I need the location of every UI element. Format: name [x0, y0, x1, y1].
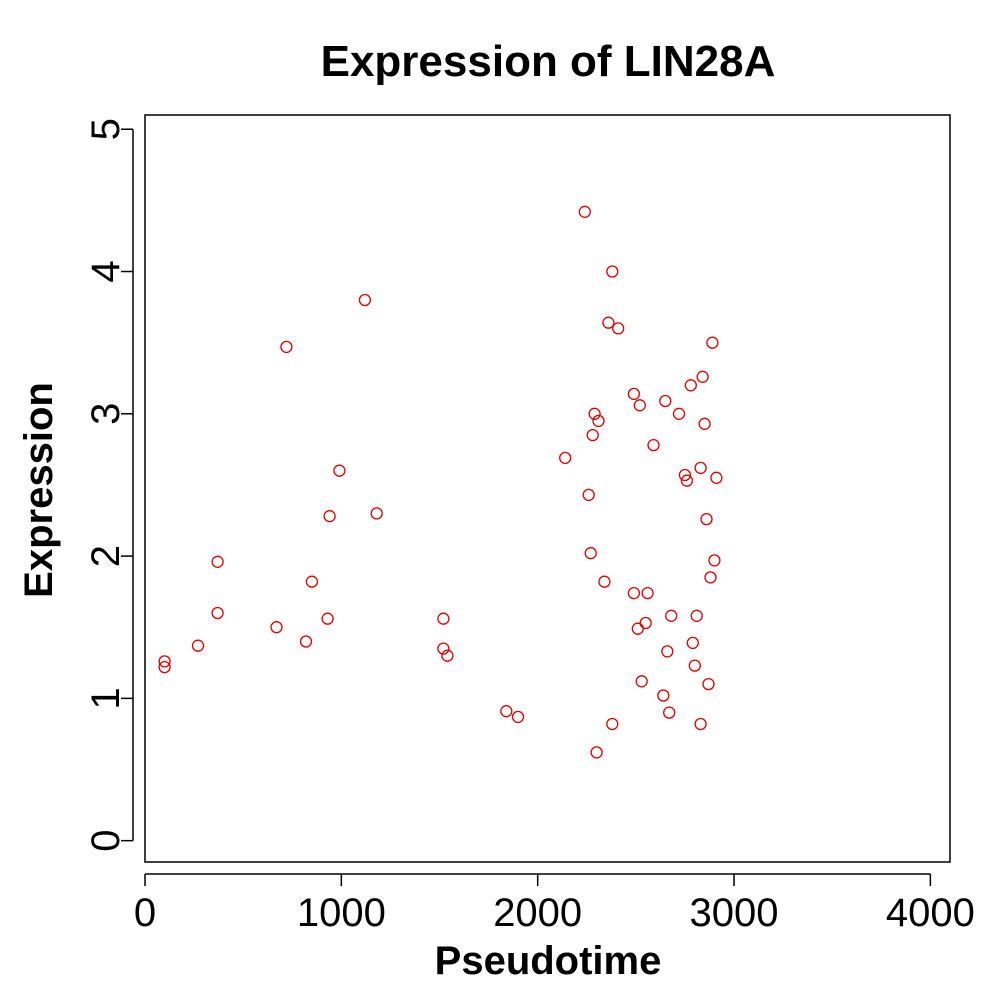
data-point: [631, 622, 644, 635]
data-point: [606, 265, 619, 278]
x-tick-label: 3000: [690, 891, 779, 935]
data-point: [659, 394, 672, 408]
points-layer: [158, 205, 723, 759]
data-point: [321, 612, 334, 625]
y-axis-label: Expression: [17, 382, 61, 598]
data-point: [158, 660, 171, 674]
plot-frame: [144, 114, 951, 863]
data-point: [191, 639, 205, 652]
y-tick-label: 0: [84, 830, 128, 852]
x-tick-label: 2000: [493, 891, 582, 935]
data-point: [657, 689, 670, 702]
data-point: [437, 612, 450, 625]
data-point: [358, 293, 372, 307]
data-point: [680, 474, 694, 487]
data-point: [663, 706, 676, 719]
data-point: [688, 659, 701, 672]
data-point: [647, 438, 660, 452]
x-axis-label: Pseudotime: [435, 939, 662, 983]
data-point: [158, 655, 171, 668]
data-point: [211, 555, 224, 568]
data-point: [665, 609, 678, 622]
data-point: [704, 571, 717, 584]
data-point: [441, 649, 454, 662]
data-point: [333, 464, 346, 477]
data-point: [590, 746, 603, 759]
x-tick-label: 0: [134, 891, 156, 935]
data-point: [598, 575, 611, 588]
data-point: [702, 677, 715, 691]
y-axis: 0 1 2 3 4 5: [84, 118, 134, 852]
y-tick-label: 1: [84, 687, 128, 709]
data-point: [592, 414, 605, 428]
data-point: [694, 717, 707, 731]
data-point: [612, 322, 625, 335]
data-point: [708, 554, 721, 567]
data-point: [641, 586, 654, 600]
data-point: [305, 575, 319, 588]
data-point: [578, 205, 591, 218]
data-point: [698, 417, 711, 430]
data-point: [500, 705, 513, 718]
data-point: [696, 370, 709, 383]
data-point: [323, 510, 336, 523]
data-point: [633, 399, 646, 412]
data-point: [299, 635, 313, 648]
data-point: [586, 428, 599, 442]
data-point: [678, 468, 692, 482]
data-point: [700, 512, 713, 526]
data-point: [627, 387, 641, 401]
y-tick-label: 3: [84, 403, 128, 425]
data-point: [606, 717, 619, 731]
data-point: [661, 645, 674, 658]
data-point: [602, 316, 615, 329]
x-tick-label: 1000: [297, 891, 386, 935]
y-tick-label: 2: [84, 545, 128, 567]
data-point: [370, 507, 383, 520]
data-point: [690, 609, 703, 622]
data-point: [710, 471, 723, 484]
data-point: [211, 606, 224, 620]
data-point: [639, 616, 652, 630]
data-point: [686, 636, 699, 650]
data-point: [627, 586, 641, 600]
data-point: [672, 407, 686, 420]
x-axis: 0 1000 2000 3000 4000: [134, 873, 975, 935]
data-point: [280, 340, 293, 354]
data-point: [588, 407, 601, 420]
data-point: [270, 621, 283, 634]
data-point: [684, 379, 697, 392]
data-point: [511, 710, 525, 724]
data-point: [437, 642, 450, 655]
data-point: [582, 488, 595, 502]
data-point: [559, 451, 572, 465]
data-point: [635, 675, 648, 688]
x-tick-label: 4000: [886, 891, 975, 935]
data-point: [706, 336, 719, 349]
y-tick-label: 5: [84, 118, 128, 140]
y-tick-label: 4: [84, 260, 128, 282]
chart-title: Expression of LIN28A: [321, 37, 776, 86]
data-point: [584, 547, 597, 560]
data-point: [694, 461, 707, 475]
